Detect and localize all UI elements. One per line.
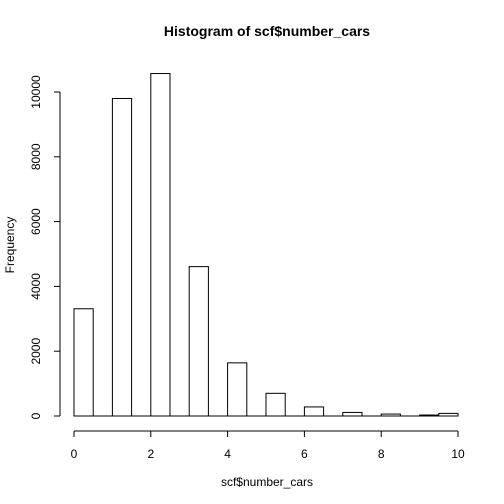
histogram-bar bbox=[303, 406, 325, 417]
y-tick-label: 6000 bbox=[29, 208, 43, 235]
chart-title: Histogram of scf$number_cars bbox=[164, 23, 370, 39]
y-tick-label: 2000 bbox=[29, 338, 43, 365]
x-tick-label: 10 bbox=[451, 447, 465, 461]
x-tick-label: 0 bbox=[71, 447, 78, 461]
y-tick-label: 10000 bbox=[29, 75, 43, 109]
histogram-bar bbox=[380, 413, 401, 417]
x-axis-label: scf$number_cars bbox=[221, 475, 313, 489]
y-tick-label: 8000 bbox=[29, 143, 43, 170]
histogram-bar bbox=[73, 308, 94, 417]
bars-group bbox=[73, 73, 459, 417]
histogram-bar bbox=[438, 412, 459, 417]
histogram-bar bbox=[265, 392, 286, 417]
histogram-bar bbox=[227, 362, 248, 417]
x-tick-label: 2 bbox=[147, 447, 154, 461]
x-tick-label: 6 bbox=[301, 447, 308, 461]
histogram-bar bbox=[342, 411, 363, 417]
x-tick-label: 4 bbox=[224, 447, 231, 461]
x-axis: 0 2 4 6 8 10 bbox=[71, 430, 465, 461]
histogram-bar bbox=[419, 414, 440, 417]
y-axis: 0 2000 4000 6000 8000 10000 bbox=[29, 75, 61, 419]
y-tick-label: 4000 bbox=[29, 273, 43, 300]
x-tick-label: 8 bbox=[378, 447, 385, 461]
y-axis-label: Frequency bbox=[3, 217, 17, 274]
y-tick-label: 0 bbox=[29, 412, 43, 419]
histogram-bar bbox=[111, 97, 133, 417]
histogram-bar bbox=[188, 266, 209, 417]
histogram-bar bbox=[150, 73, 171, 417]
